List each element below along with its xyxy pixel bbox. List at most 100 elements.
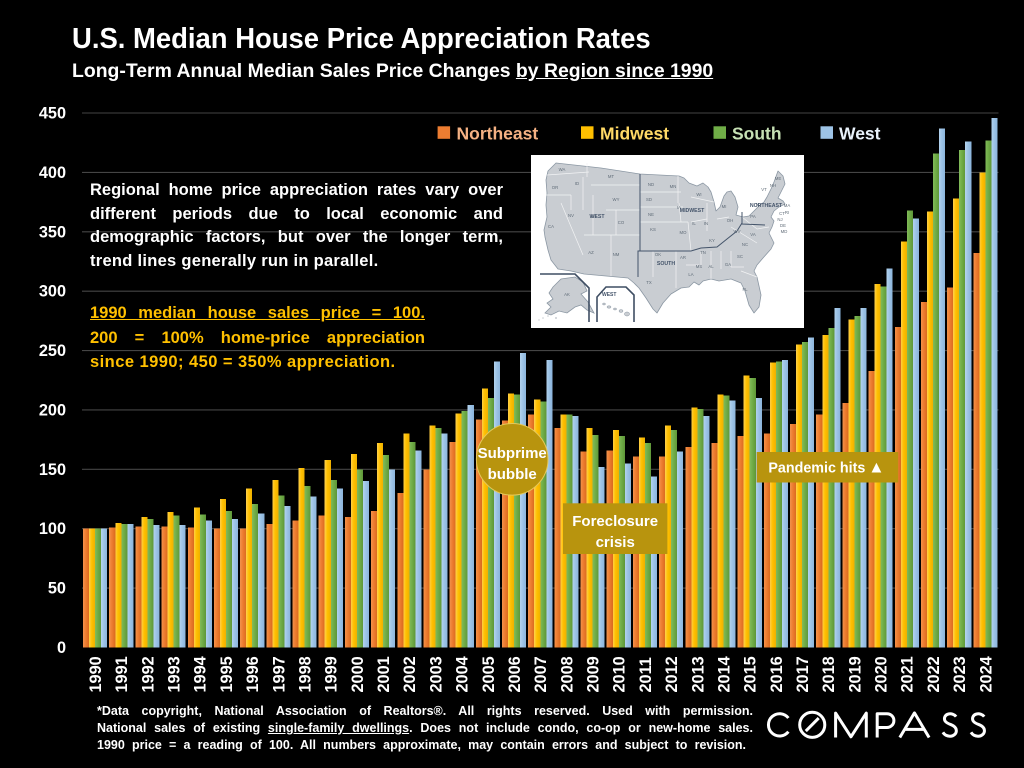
svg-text:VA: VA	[750, 232, 756, 237]
svg-text:1993: 1993	[166, 656, 184, 692]
svg-text:2024: 2024	[977, 656, 995, 692]
svg-text:450: 450	[39, 105, 66, 123]
svg-text:PA: PA	[750, 214, 756, 219]
svg-text:300: 300	[39, 283, 66, 301]
svg-text:2004: 2004	[454, 656, 472, 692]
svg-text:OR: OR	[552, 185, 558, 190]
svg-text:2020: 2020	[873, 656, 891, 692]
svg-text:2013: 2013	[689, 656, 707, 692]
svg-text:2017: 2017	[794, 656, 812, 692]
svg-text:2009: 2009	[585, 656, 603, 692]
svg-text:NY: NY	[756, 202, 762, 207]
svg-text:NH: NH	[770, 183, 776, 188]
svg-text:ND: ND	[648, 182, 654, 187]
svg-text:CA: CA	[548, 224, 554, 229]
svg-text:SC: SC	[737, 254, 743, 259]
svg-text:NORTHEAST: NORTHEAST	[750, 203, 783, 209]
svg-text:1995: 1995	[218, 656, 236, 692]
svg-text:AZ: AZ	[588, 250, 594, 255]
svg-text:2021: 2021	[899, 656, 917, 692]
svg-text:2016: 2016	[768, 656, 786, 692]
svg-text:NM: NM	[613, 252, 620, 257]
svg-text:SOUTH: SOUTH	[657, 261, 675, 267]
svg-text:WEST: WEST	[602, 292, 616, 298]
svg-text:LA: LA	[688, 272, 693, 277]
svg-text:2001: 2001	[375, 656, 393, 692]
svg-text:350: 350	[39, 223, 66, 241]
svg-text:GA: GA	[725, 262, 731, 267]
svg-text:2015: 2015	[742, 656, 760, 692]
svg-text:VT: VT	[761, 187, 767, 192]
svg-text:TX: TX	[646, 280, 652, 285]
svg-text:RI: RI	[785, 210, 789, 215]
svg-text:OH: OH	[727, 218, 733, 223]
svg-text:bubble: bubble	[488, 466, 537, 483]
svg-text:1998: 1998	[297, 656, 315, 692]
svg-text:MN: MN	[670, 184, 677, 189]
svg-text:100: 100	[39, 520, 66, 538]
svg-text:WA: WA	[559, 167, 566, 172]
svg-text:IL: IL	[692, 221, 696, 226]
svg-text:2012: 2012	[663, 656, 681, 692]
svg-text:TN: TN	[700, 250, 706, 255]
svg-text:250: 250	[39, 342, 66, 360]
svg-text:150: 150	[39, 461, 66, 479]
svg-text:IN: IN	[704, 221, 708, 226]
svg-text:MS: MS	[696, 264, 703, 269]
svg-text:400: 400	[39, 164, 66, 182]
svg-text:CT: CT	[779, 211, 785, 216]
svg-text:MD: MD	[781, 229, 788, 234]
svg-text:2007: 2007	[532, 656, 550, 692]
svg-text:AK: AK	[564, 292, 570, 297]
svg-text:IA: IA	[677, 205, 681, 210]
svg-text:NC: NC	[742, 242, 748, 247]
svg-text:West: West	[839, 124, 881, 144]
svg-text:1997: 1997	[270, 656, 288, 692]
svg-text:2022: 2022	[925, 656, 943, 692]
svg-text:WV: WV	[734, 229, 741, 234]
svg-text:2003: 2003	[427, 656, 445, 692]
svg-text:2008: 2008	[558, 656, 576, 692]
svg-text:1992: 1992	[139, 656, 157, 692]
svg-text:ID: ID	[575, 181, 579, 186]
svg-text:WI: WI	[696, 192, 701, 197]
svg-text:AR: AR	[680, 255, 686, 260]
svg-text:MI: MI	[722, 204, 727, 209]
svg-text:1990: 1990	[87, 656, 105, 692]
svg-text:1996: 1996	[244, 656, 262, 692]
svg-text:crisis: crisis	[596, 534, 635, 551]
svg-text:ME: ME	[775, 176, 782, 181]
svg-text:NV: NV	[568, 213, 574, 218]
svg-text:South: South	[732, 124, 782, 144]
svg-text:50: 50	[48, 580, 66, 598]
svg-text:Midwest: Midwest	[600, 124, 669, 144]
svg-text:OK: OK	[655, 252, 661, 257]
svg-text:DE: DE	[780, 223, 786, 228]
svg-text:FL: FL	[742, 287, 748, 292]
svg-text:2023: 2023	[951, 656, 969, 692]
svg-text:1994: 1994	[192, 656, 210, 692]
svg-text:2005: 2005	[480, 656, 498, 692]
svg-text:1991: 1991	[113, 656, 131, 692]
svg-text:2011: 2011	[637, 657, 655, 692]
svg-text:Subprime: Subprime	[478, 445, 547, 462]
svg-text:2019: 2019	[846, 656, 864, 692]
svg-text:UT: UT	[591, 214, 597, 219]
svg-text:MT: MT	[608, 174, 615, 179]
svg-text:MO: MO	[680, 230, 688, 235]
svg-text:Northeast: Northeast	[457, 124, 539, 144]
svg-text:2000: 2000	[349, 656, 367, 692]
svg-text:2010: 2010	[611, 656, 629, 692]
svg-text:KY: KY	[709, 238, 715, 243]
svg-text:2018: 2018	[820, 656, 838, 692]
svg-text:NJ: NJ	[777, 217, 782, 222]
svg-text:SD: SD	[646, 197, 652, 202]
svg-text:MIDWEST: MIDWEST	[680, 208, 705, 214]
svg-text:NE: NE	[648, 212, 654, 217]
svg-text:2002: 2002	[401, 656, 419, 692]
svg-text:0: 0	[57, 639, 66, 657]
svg-text:CO: CO	[618, 220, 625, 225]
svg-text:WY: WY	[613, 197, 620, 202]
svg-text:2014: 2014	[715, 656, 733, 692]
svg-text:MA: MA	[784, 203, 791, 208]
